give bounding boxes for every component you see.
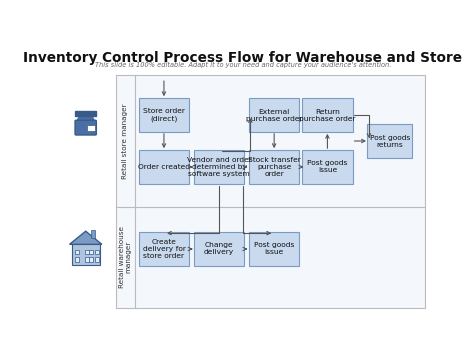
FancyBboxPatch shape [75,120,96,135]
Bar [75,250,80,255]
FancyBboxPatch shape [138,150,189,184]
FancyBboxPatch shape [194,150,245,184]
Text: Change
delivery: Change delivery [204,242,234,256]
FancyBboxPatch shape [194,232,245,266]
Circle shape [78,115,94,126]
Bar [94,257,99,262]
FancyBboxPatch shape [75,111,96,116]
FancyBboxPatch shape [138,98,189,132]
FancyBboxPatch shape [138,232,189,266]
Text: Store order
(direct): Store order (direct) [143,108,185,122]
Polygon shape [70,231,102,244]
Text: Stock transfer
purchase
order: Stock transfer purchase order [248,157,301,177]
Bar [90,250,93,255]
Text: Vendor and order
determined by
software system: Vendor and order determined by software … [187,157,251,177]
Text: Create
delivery for
store order: Create delivery for store order [143,239,185,259]
Text: This slide is 100% editable. Adapt it to your need and capture your audience's a: This slide is 100% editable. Adapt it to… [95,62,391,68]
FancyBboxPatch shape [249,232,300,266]
Text: Post goods
issue: Post goods issue [254,242,294,256]
Bar [72,244,100,265]
FancyBboxPatch shape [367,124,412,158]
Text: Return
purchase order: Return purchase order [299,109,356,121]
FancyBboxPatch shape [249,150,300,184]
FancyBboxPatch shape [249,98,300,132]
FancyBboxPatch shape [302,150,353,184]
Text: Retail store manager: Retail store manager [122,103,128,179]
Bar [75,257,80,262]
Text: Order created: Order created [138,164,190,170]
Bar [116,75,425,308]
Bar [85,257,89,262]
Text: Post goods
issue: Post goods issue [307,160,347,174]
Text: Retail warehouse
manager: Retail warehouse manager [119,226,132,288]
Text: Post goods
returns: Post goods returns [370,135,410,148]
Bar [91,230,95,238]
Bar [85,250,89,255]
FancyBboxPatch shape [302,98,353,132]
Text: Inventory Control Process Flow for Warehouse and Store: Inventory Control Process Flow for Wareh… [23,51,463,65]
FancyBboxPatch shape [87,125,94,131]
Bar [94,250,99,255]
Bar [90,257,93,262]
Text: External
purchase order: External purchase order [246,109,302,121]
